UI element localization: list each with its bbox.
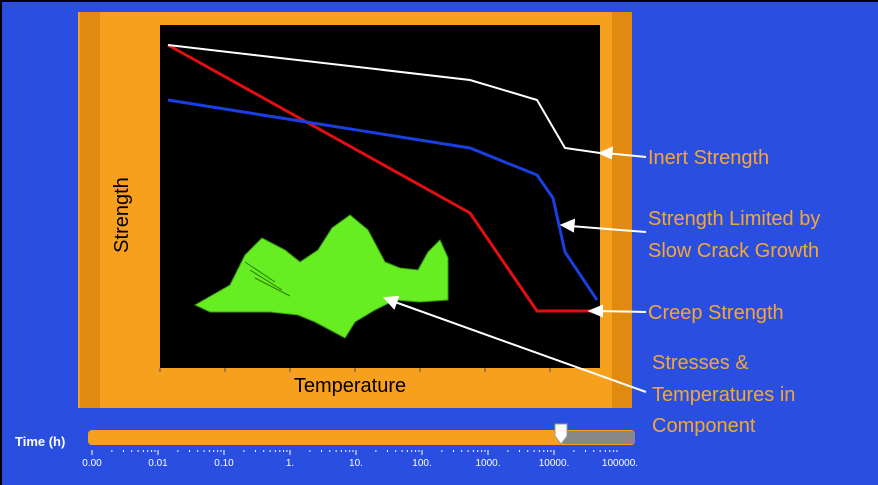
slider-tick-label: 1. <box>286 458 294 469</box>
callout: Inert Strength <box>648 147 769 169</box>
callout: Strength Limited by <box>648 208 820 230</box>
y-axis-label: Strength <box>111 177 133 253</box>
callout: Creep Strength <box>648 302 784 324</box>
callout: Component <box>652 415 756 437</box>
slider-tick-label: 10. <box>349 458 363 469</box>
slider-track[interactable] <box>88 430 635 445</box>
slider-tick-label: 10000. <box>539 458 570 469</box>
slider-tick-label: 0.01 <box>148 458 168 469</box>
callout: Slow Crack Growth <box>648 240 819 262</box>
slider-tick-label: 0.00 <box>82 458 102 469</box>
slider-rest <box>562 431 635 444</box>
slider-tick-label: 100000. <box>602 458 638 469</box>
slider-tick-label: 100. <box>412 458 431 469</box>
panel-edge <box>612 12 632 408</box>
panel-edge <box>80 12 100 408</box>
x-axis-label: Temperature <box>294 375 406 397</box>
callout: Stresses & <box>652 352 749 374</box>
slider-label: Time (h) <box>15 434 65 449</box>
slider-tick-label: 1000. <box>475 458 500 469</box>
screen: Strength Temperature Inert Strength Stre… <box>0 0 878 485</box>
slider-tick-label: 0.10 <box>214 458 234 469</box>
callout: Temperatures in <box>652 384 795 406</box>
